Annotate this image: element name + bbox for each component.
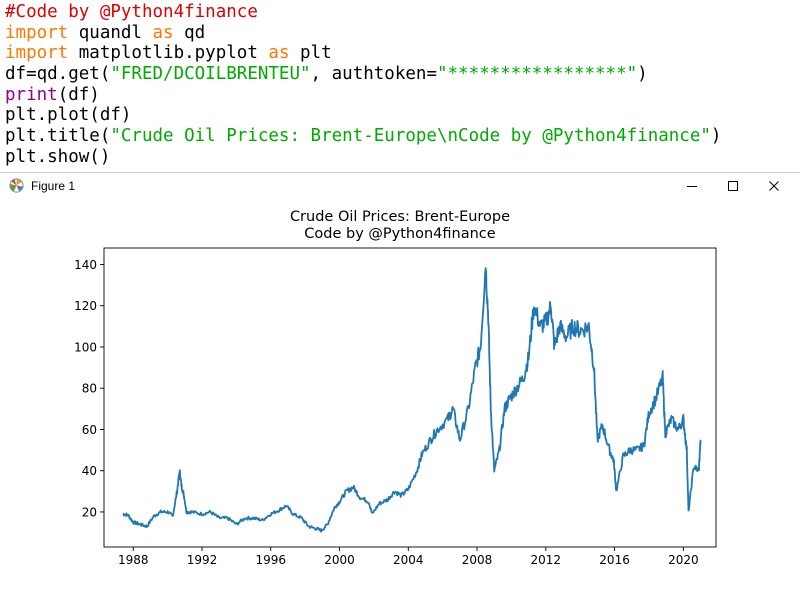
code-line-3: import matplotlib.pyplot as plt xyxy=(5,43,332,64)
minimize-icon xyxy=(687,186,697,187)
x-tick-label: 2008 xyxy=(462,553,493,567)
y-tick-label: 20 xyxy=(82,505,97,519)
string-literal: "Crude Oil Prices: Brent-Europe\nCode by… xyxy=(110,126,711,146)
matplotlib-icon xyxy=(9,178,24,193)
y-tick-label: 100 xyxy=(74,340,97,354)
y-tick-label: 140 xyxy=(74,258,97,272)
code-text: (df) xyxy=(57,84,100,105)
code-text: matplotlib.pyplot xyxy=(68,43,269,64)
x-tick-label: 1988 xyxy=(118,553,149,567)
code-comment: #Code by @Python4finance xyxy=(5,2,258,22)
x-tick-label: 2004 xyxy=(393,553,424,567)
keyword-as: as xyxy=(152,22,174,43)
code-text: quandl xyxy=(68,22,153,43)
figure-window: Figure 1 Crude Oil Prices: Brent-Europe … xyxy=(0,172,800,590)
figure-canvas: Crude Oil Prices: Brent-Europe Code by @… xyxy=(0,199,800,590)
x-tick-label: 2012 xyxy=(531,553,562,567)
window-titlebar[interactable]: Figure 1 xyxy=(0,173,800,199)
builtin-print: print xyxy=(5,84,58,105)
plot-area xyxy=(103,247,717,548)
code-text: df=qd.get( xyxy=(5,63,111,84)
y-tick-label: 40 xyxy=(82,464,97,478)
series-line-brent xyxy=(122,267,702,533)
x-tick-label: 1992 xyxy=(187,553,218,567)
string-literal: "*****************" xyxy=(436,63,638,84)
x-tick-label: 1996 xyxy=(255,553,286,567)
code-line-2: import quandl as qd xyxy=(5,23,205,44)
code-line-8: plt.show() xyxy=(5,147,110,168)
code-line-4: df=qd.get("FRED/DCOILBRENTEU", authtoken… xyxy=(5,64,648,85)
code-editor[interactable]: #Code by @Python4finance import quandl a… xyxy=(0,0,800,172)
code-text: plt.title( xyxy=(5,126,111,146)
code-line-7: plt.title("Crude Oil Prices: Brent-Europ… xyxy=(5,126,721,147)
code-line-6: plt.plot(df) xyxy=(5,105,131,126)
code-text: plt xyxy=(289,43,332,64)
chart-plot: 1988 1992 1996 2000 2004 2008 2012 2016 20202040… xyxy=(74,247,717,567)
close-button[interactable] xyxy=(754,173,794,199)
maximize-icon xyxy=(728,181,738,191)
code-line-5: print(df) xyxy=(5,85,100,106)
code-text: ) xyxy=(710,126,722,146)
minimize-button[interactable] xyxy=(672,173,712,199)
code-text: ) xyxy=(637,63,648,84)
x-tick-label: 2000 xyxy=(324,553,355,567)
chart-subtitle: Code by @Python4finance xyxy=(304,226,496,242)
code-line-1: #Code by @Python4finance xyxy=(5,2,258,23)
string-literal: "FRED/DCOILBRENTEU" xyxy=(110,63,311,84)
code-text: , authtoken= xyxy=(310,63,437,84)
maximize-button[interactable] xyxy=(713,173,753,199)
x-tick-label: 2016 xyxy=(599,553,630,567)
y-tick-label: 60 xyxy=(82,423,97,437)
code-text: plt.plot(df) xyxy=(5,105,132,126)
keyword-as: as xyxy=(268,43,290,64)
keyword-import: import xyxy=(5,43,69,64)
code-text: qd xyxy=(173,22,206,43)
window-title: Figure 1 xyxy=(31,179,76,193)
y-tick-label: 120 xyxy=(74,299,97,313)
close-icon xyxy=(769,181,779,191)
code-text: plt.show() xyxy=(5,146,111,167)
y-tick-label: 80 xyxy=(82,382,97,396)
x-tick-label: 2020 xyxy=(668,553,699,567)
keyword-import: import xyxy=(5,22,69,43)
chart-title: Crude Oil Prices: Brent-Europe xyxy=(289,209,511,225)
